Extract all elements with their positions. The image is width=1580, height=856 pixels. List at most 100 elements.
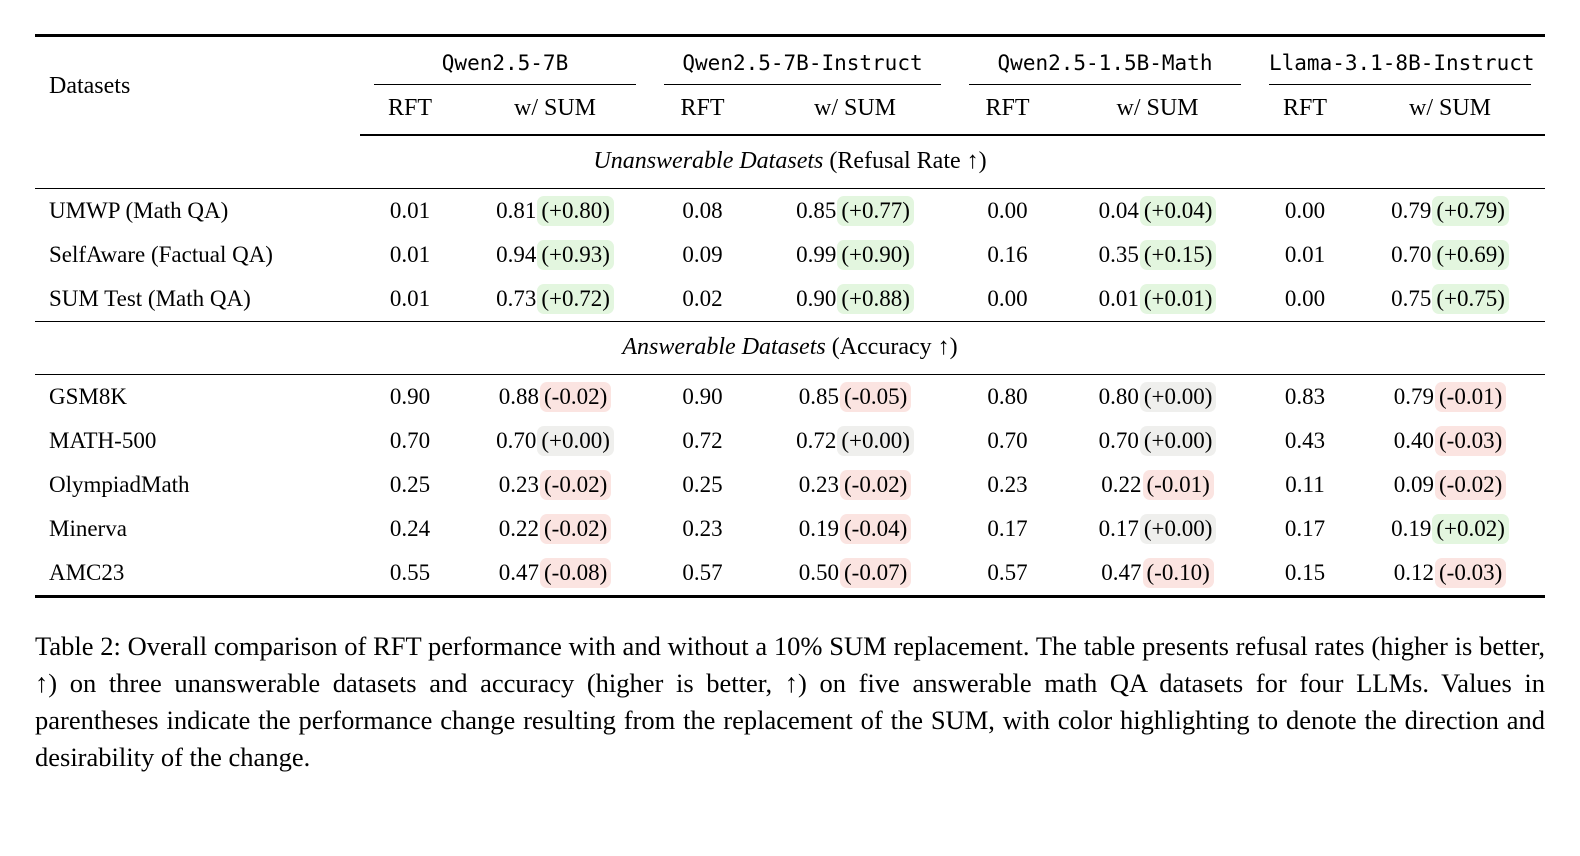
delta-badge: (+0.69) bbox=[1432, 240, 1509, 270]
rft-value: 0.83 bbox=[1284, 384, 1326, 409]
delta-badge: (-0.02) bbox=[540, 514, 612, 544]
rft-value: 0.17 bbox=[987, 516, 1028, 541]
table-row-olympiadmath: OlympiadMath 0.25 0.23 (-0.02) 0.25 0.23(… bbox=[35, 463, 1545, 507]
rft-value: 0.24 bbox=[389, 516, 431, 541]
wsum-value: 0.35 bbox=[1098, 242, 1139, 267]
delta-badge: (+0.02) bbox=[1432, 514, 1509, 544]
wsum-cell: 0.19 (+0.02) bbox=[1355, 507, 1545, 551]
wsum-value: 0.19 bbox=[798, 516, 839, 541]
wsum-column-header: w/ SUM bbox=[1060, 85, 1255, 136]
rft-column-header: RFT bbox=[650, 85, 755, 136]
rft-value: 0.02 bbox=[682, 286, 723, 311]
wsum-cell: 0.22 (-0.01) bbox=[1060, 463, 1255, 507]
rft-value: 0.01 bbox=[389, 242, 431, 267]
table-row-selfaware: SelfAware (Factual QA) 0.01 0.94 (+0.93) … bbox=[35, 233, 1545, 277]
wsum-cell: 0.85 (-0.05) bbox=[755, 375, 955, 420]
delta-badge: (-0.03) bbox=[1435, 558, 1507, 588]
delta-badge: (+0.72) bbox=[537, 284, 614, 314]
wsum-cell: 0.73 (+0.72) bbox=[460, 277, 650, 322]
delta-badge: (+0.77) bbox=[837, 196, 914, 226]
section-header-unanswerable: Unanswerable Datasets (Refusal Rate ↑) bbox=[35, 135, 1546, 189]
wsum-value: 0.01 bbox=[1098, 286, 1139, 311]
dataset-name: OlympiadMath bbox=[49, 472, 190, 497]
delta-badge: (-0.01) bbox=[1435, 382, 1507, 412]
wsum-cell: 0.90 (+0.88) bbox=[755, 277, 955, 322]
wsum-cell: 0.72 (+0.00) bbox=[755, 419, 955, 463]
rft-value: 0.25 bbox=[682, 472, 723, 497]
rft-value: 0.01 bbox=[389, 286, 431, 311]
rft-value: 0.09 bbox=[682, 242, 723, 267]
wsum-value: 0.73 bbox=[496, 286, 537, 311]
wsum-value: 0.40 bbox=[1393, 428, 1435, 453]
wsum-cell: 0.35 (+0.15) bbox=[1060, 233, 1255, 277]
dataset-name: Minerva bbox=[49, 516, 127, 541]
rft-value: 0.17 bbox=[1284, 516, 1326, 541]
delta-badge: (-0.10) bbox=[1142, 558, 1214, 588]
rft-value: 0.11 bbox=[1285, 472, 1325, 497]
dataset-name: MATH-500 bbox=[49, 428, 157, 453]
rft-value: 0.80 bbox=[987, 384, 1028, 409]
delta-badge: (-0.02) bbox=[840, 470, 912, 500]
wsum-value: 0.79 bbox=[1393, 384, 1435, 409]
rft-value: 0.00 bbox=[1284, 286, 1326, 311]
rft-value: 0.70 bbox=[987, 428, 1028, 453]
delta-badge: (+0.75) bbox=[1432, 284, 1509, 314]
wsum-cell: 0.70 (+0.00) bbox=[1060, 419, 1255, 463]
rft-value: 0.01 bbox=[389, 198, 431, 223]
wsum-value: 0.12 bbox=[1393, 560, 1435, 585]
rft-value: 0.00 bbox=[987, 198, 1028, 223]
dataset-name: SUM Test (Math QA) bbox=[49, 286, 251, 311]
rft-value: 0.25 bbox=[389, 472, 431, 497]
wsum-value: 0.79 bbox=[1391, 198, 1432, 223]
model-header-qwen25-7b-instruct: Qwen2.5-7B-Instruct bbox=[650, 36, 955, 85]
rft-value: 0.16 bbox=[987, 242, 1028, 267]
rft-value: 0.57 bbox=[987, 560, 1028, 585]
results-table: Datasets Qwen2.5-7B Qwen2.5-7B-Instruct … bbox=[35, 34, 1546, 598]
wsum-cell: 0.47 (-0.08) bbox=[460, 551, 650, 597]
wsum-cell: 0.01 (+0.01) bbox=[1060, 277, 1255, 322]
delta-badge: (+0.00) bbox=[1139, 426, 1217, 456]
wsum-cell: 0.50 (-0.07) bbox=[755, 551, 955, 597]
section-title-italic: Unanswerable Datasets bbox=[593, 148, 824, 174]
wsum-cell: 0.80 (+0.00) bbox=[1060, 375, 1255, 420]
rft-column-header: RFT bbox=[955, 85, 1060, 136]
wsum-value: 0.99 bbox=[796, 242, 837, 267]
dataset-name: UMWP (Math QA) bbox=[49, 198, 229, 223]
delta-badge: (+0.80) bbox=[537, 196, 614, 226]
wsum-cell: 0.22 (-0.02) bbox=[460, 507, 650, 551]
section-header-answerable: Answerable Datasets (Accuracy ↑) bbox=[35, 321, 1546, 375]
wsum-cell: 0.75 (+0.75) bbox=[1355, 277, 1545, 322]
model-header-qwen25-15b-math: Qwen2.5-1.5B-Math bbox=[955, 36, 1255, 85]
rft-value: 0.43 bbox=[1284, 428, 1326, 453]
section-title-metric: (Accuracy ↑) bbox=[825, 334, 958, 360]
section-title-metric: (Refusal Rate ↑) bbox=[823, 148, 987, 174]
delta-badge: (+0.00) bbox=[1139, 382, 1217, 412]
table-caption: Table 2: Overall comparison of RFT perfo… bbox=[35, 631, 1545, 772]
delta-badge: (-0.08) bbox=[540, 558, 612, 588]
rft-value: 0.72 bbox=[682, 428, 723, 453]
dataset-name: AMC23 bbox=[49, 560, 125, 585]
dataset-name: GSM8K bbox=[49, 384, 127, 409]
rft-value: 0.90 bbox=[682, 384, 723, 409]
wsum-cell: 0.23 (-0.02) bbox=[460, 463, 650, 507]
wsum-column-header: w/ SUM bbox=[755, 85, 955, 136]
wsum-cell: 0.04 (+0.04) bbox=[1060, 189, 1255, 234]
rft-value: 0.00 bbox=[1284, 198, 1326, 223]
wsum-value: 0.81 bbox=[496, 198, 537, 223]
table-row-umwp: UMWP (Math QA) 0.01 0.81 (+0.80) 0.08 0.8… bbox=[35, 189, 1545, 234]
wsum-value: 0.23 bbox=[498, 472, 539, 497]
dataset-name: SelfAware (Factual QA) bbox=[49, 242, 273, 267]
delta-badge: (-0.02) bbox=[540, 382, 612, 412]
delta-badge: (-0.02) bbox=[1435, 470, 1507, 500]
model-header-row: Datasets Qwen2.5-7B Qwen2.5-7B-Instruct … bbox=[35, 36, 1545, 99]
delta-badge: (+0.01) bbox=[1139, 284, 1217, 314]
wsum-cell: 0.19 (-0.04) bbox=[755, 507, 955, 551]
rft-value: 0.01 bbox=[1284, 242, 1326, 267]
delta-badge: (+0.04) bbox=[1139, 196, 1217, 226]
rft-value: 0.70 bbox=[389, 428, 431, 453]
delta-badge: (-0.05) bbox=[840, 382, 912, 412]
wsum-column-header: w/ SUM bbox=[460, 85, 650, 136]
rft-value: 0.23 bbox=[682, 516, 723, 541]
delta-badge: (+0.93) bbox=[537, 240, 614, 270]
